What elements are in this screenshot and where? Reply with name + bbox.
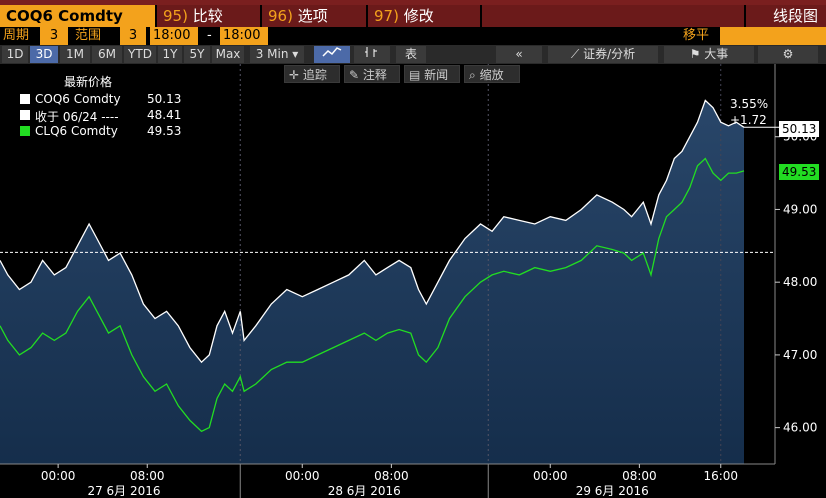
securities-analysis-button[interactable]: ⟋ 证券/分析 [548,46,658,63]
time-to-input[interactable]: 18:00 [220,27,268,45]
time-separator: - [207,28,212,43]
legend-title: 最新价格 [64,75,113,89]
options-menu-label: 选项 [297,7,328,25]
x-day-label: 27 6月 2016 [87,484,160,498]
table-view-button[interactable]: 表 [396,46,426,63]
x-tick-label: 08:00 [622,469,657,483]
legend-series-value: 49.53 [147,124,182,138]
ticker-field[interactable]: COQ6 Comdty [0,5,155,27]
legend-swatch [20,94,30,104]
range-5y-button[interactable]: 5Y [184,46,210,63]
collapse-button[interactable]: « [496,46,542,63]
absolute-change-label: +1.72 [730,113,767,127]
moving-average-label[interactable]: 移平 [683,28,710,43]
interval-select[interactable]: 3 Min ▾ [250,46,304,63]
price-legend: 最新价格 COQ6 Comdty 50.13 收于 06/24 ---- 48.… [0,70,186,144]
range-1m-button[interactable]: 1M [60,46,90,63]
events-button[interactable]: ⚑ 大事 [664,46,754,63]
x-axis-panel [0,464,826,498]
x-tick-label: 00:00 [533,469,568,483]
line-chart-icon[interactable] [314,46,350,63]
x-day-label: 28 6月 2016 [328,484,401,498]
legend-row[interactable]: COQ6 Comdty 50.13 [8,92,184,107]
securities-analysis-label: 证券/分析 [583,47,636,61]
legend-series-name: CLQ6 Comdty [35,124,118,138]
zoom-tool-button[interactable]: ⌕ 缩放 [464,65,520,83]
last-price-tag-green: 49.53 [779,164,820,180]
x-tick-label: 08:00 [374,469,409,483]
trace-tool-label: 追踪 [302,68,327,82]
settings-row: 周期 3 范围 3 18:00 - 18:00 移平 [0,27,826,45]
range-3d-button[interactable]: 3D [30,46,58,63]
y-tick-label: 47.00 [783,348,817,362]
top-strip [0,0,826,5]
y-tick-label: 49.00 [783,202,817,216]
y-tick-label: 46.00 [783,421,817,435]
legend-series-name: 收于 06/24 ---- [35,110,119,124]
events-label: 大事 [704,47,729,61]
compare-menu-label: 比较 [192,7,223,25]
crosshair-icon: ✛ [289,68,300,82]
zoom-tool-label: 缩放 [479,68,504,82]
edit-menu-label: 修改 [403,7,434,25]
series-line-clq6 [0,157,745,433]
legend-swatch [20,110,30,120]
edit-menu-number: 97) [374,7,399,25]
news-tool-label: 新闻 [424,68,449,82]
x-tick-label: 08:00 [130,469,165,483]
range-max-button[interactable]: Max [212,46,244,63]
analysis-chart-icon: ⟋ [570,47,580,61]
x-tick-label: 00:00 [41,469,76,483]
trace-tool-button[interactable]: ✛ 追踪 [284,65,340,83]
x-day-label: 29 6月 2016 [576,484,649,498]
gear-icon[interactable]: ⚙ [758,46,818,63]
last-price-tag: 50.13 [779,121,820,137]
range-ytd-button[interactable]: YTD [124,46,156,63]
area-fill [0,100,744,465]
pencil-icon: ✎ [349,68,360,82]
legend-row[interactable]: CLQ6 Comdty 49.53 [8,124,184,139]
news-icon: ▤ [409,68,421,82]
topbar-spacer [482,5,744,27]
legend-series-value: 48.41 [147,108,182,122]
range-input[interactable]: 3 [120,27,146,45]
annotate-tool-button[interactable]: ✎ 注释 [344,65,400,83]
compare-menu-number: 95) [163,7,188,25]
legend-series-name: COQ6 Comdty [35,92,121,106]
options-menu-number: 96) [268,7,293,25]
annotate-tool-label: 注释 [362,68,387,82]
top-command-bar: COQ6 Comdty 95) 比较 96) 选项 97) 修改 线段图 [0,0,826,27]
range-toolbar: 1D 3D 1M 6M YTD 1Y 5Y Max 3 Min ▾ 表 « ⟋ … [0,45,826,64]
y-tick-label: 48.00 [783,275,817,289]
compare-menu-button[interactable]: 95) 比较 [157,5,260,27]
x-tick-label: 00:00 [285,469,320,483]
view-type-label[interactable]: 线段图 [746,5,826,27]
flag-icon: ⚑ [689,47,701,61]
legend-series-value: 50.13 [147,92,182,106]
range-6m-button[interactable]: 6M [92,46,122,63]
interval-value: 3 Min [255,47,289,61]
legend-row[interactable]: 收于 06/24 ---- 48.41 [8,108,184,124]
range-label: 范围 [75,28,102,43]
range-1y-button[interactable]: 1Y [158,46,182,63]
edit-menu-button[interactable]: 97) 修改 [368,5,480,27]
news-tool-button[interactable]: ▤ 新闻 [404,65,460,83]
time-from-input[interactable]: 18:00 [150,27,198,45]
percent-change-label: 3.55% [730,97,769,111]
legend-swatch [20,126,30,136]
period-input[interactable]: 3 [40,27,68,45]
x-tick-label: 16:00 [703,469,738,483]
magnifier-icon: ⌕ [469,68,476,82]
range-1d-button[interactable]: 1D [2,46,28,63]
series-line-coq6 [0,99,745,364]
options-menu-button[interactable]: 96) 选项 [262,5,366,27]
bar-chart-icon[interactable] [354,46,390,63]
moving-average-input[interactable] [720,27,826,45]
period-label: 周期 [3,28,30,43]
